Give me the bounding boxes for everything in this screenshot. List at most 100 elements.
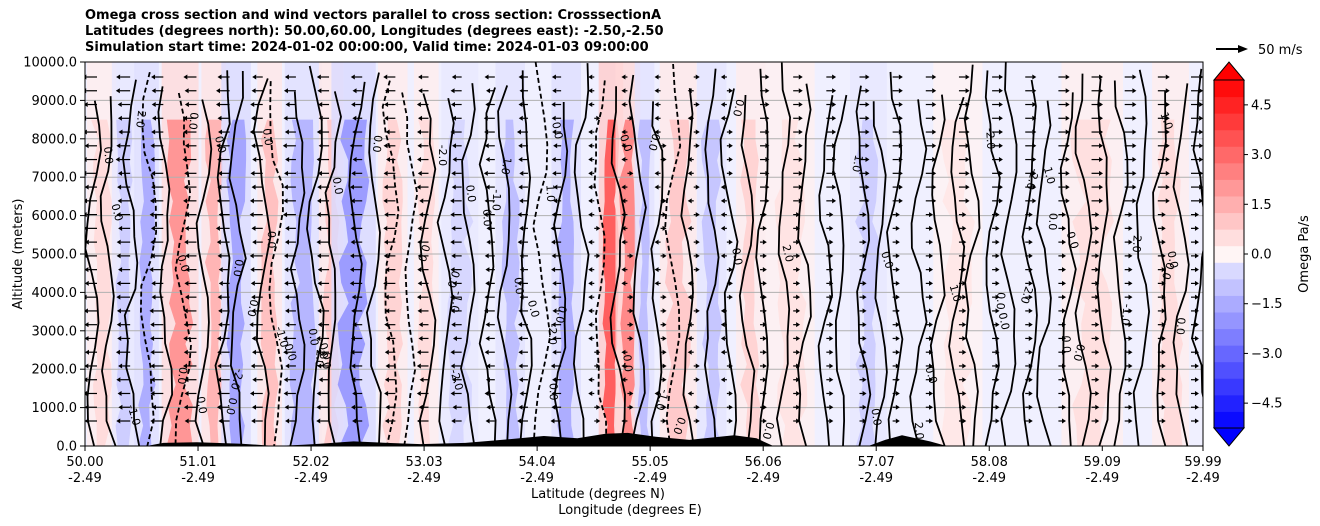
wind-vector-head [317, 280, 322, 286]
wind-vector-head [417, 267, 422, 273]
wind-vector-head [832, 170, 837, 176]
wind-vector-head [762, 322, 767, 328]
wind-vector-head [115, 157, 120, 163]
wind-vector-head [1028, 377, 1033, 383]
x-tick-label-lon: -2.49 [68, 471, 102, 486]
wind-vector-head [418, 322, 423, 328]
wind-vector-head [929, 212, 934, 218]
wind-vector-head [151, 170, 156, 176]
wind-vector-head [116, 377, 121, 383]
wind-vector-head [629, 404, 634, 410]
wind-vector-head [218, 322, 223, 328]
contour-label: 0.0 [1165, 250, 1181, 270]
wind-vector-head [85, 390, 88, 396]
wind-vector-head [417, 157, 422, 163]
wind-vector-head [798, 129, 803, 135]
wind-vector-head [251, 225, 256, 231]
wind-vector-head [662, 253, 667, 259]
wind-vector-head [416, 102, 421, 108]
wind-vector-head [629, 170, 634, 176]
wind-vector-head [588, 377, 593, 383]
wind-vector-head [832, 184, 837, 190]
x-tick-label-lon: -2.49 [520, 471, 554, 486]
wind-vector-head [349, 184, 354, 190]
wind-vector-head [1065, 102, 1070, 108]
y-tick-label: 0.0 [56, 440, 77, 455]
wind-vector-head [417, 225, 422, 231]
wind-vector-head [450, 198, 455, 204]
contour-line [1074, 73, 1093, 446]
contour-line [1112, 80, 1129, 446]
wind-vector-head [687, 349, 692, 355]
contour-line [519, 70, 533, 446]
wind-vector-head [451, 225, 456, 231]
wind-vector-head [416, 349, 421, 355]
omega-core [501, 119, 521, 446]
wind-vector-head [1032, 115, 1037, 121]
wind-vector-head [796, 225, 801, 231]
wind-vector-head [552, 170, 557, 176]
wind-vector-head [1194, 225, 1199, 231]
wind-vector-head [150, 390, 155, 396]
wind-vector-head [518, 322, 523, 328]
wind-vector-head [762, 225, 767, 231]
y-axis-ticks: 0.0 1000.0 2000.0 3000.0 4000.0 5000.0 6000.0 7… [23, 56, 85, 455]
wind-vector-head [1095, 308, 1100, 314]
y-tick-label: 8000.0 [32, 132, 78, 147]
wind-vector-head [317, 363, 322, 369]
wind-vector-head [621, 88, 626, 94]
contour-line [553, 101, 569, 446]
wind-vector-head [486, 239, 491, 245]
wind-vector-head [796, 280, 801, 286]
wind-vector-head [932, 143, 937, 149]
wind-vector-head [184, 294, 189, 300]
wind-vector-head [384, 102, 389, 108]
wind-vector-head [485, 418, 490, 424]
wind-vector-head [798, 102, 803, 108]
wind-vector-head [895, 225, 900, 231]
wind-vector-head [417, 308, 422, 314]
wind-vector-head [451, 418, 456, 424]
colorbar-band [1214, 146, 1244, 164]
wind-vector-head [829, 377, 834, 383]
colorbar-band [1214, 345, 1244, 363]
wind-vector-head [484, 74, 489, 80]
wind-vector-head [1165, 143, 1170, 149]
wind-vector-head [149, 267, 154, 273]
wind-vector-head [350, 253, 355, 259]
wind-vector-head [965, 74, 970, 80]
wind-vector-head [85, 267, 89, 273]
wind-vector-head [588, 74, 593, 80]
wind-vector-head [762, 294, 767, 300]
wind-vector-head [284, 170, 289, 176]
wind-vector-head [183, 198, 188, 204]
wind-vector-head [117, 102, 122, 108]
wind-vector-head [629, 390, 634, 396]
wind-vector-head [117, 184, 122, 190]
wind-vector-head [519, 170, 524, 176]
wind-vector-head [862, 280, 867, 286]
contour-line [1000, 62, 1018, 446]
contour-line [496, 85, 513, 446]
wind-vector-head [485, 335, 490, 341]
wind-vector-head [318, 115, 323, 121]
wind-vector-head [1199, 102, 1203, 108]
contour-label: 0.0 [260, 128, 275, 147]
wind-vector-head [596, 418, 601, 424]
wind-vector-head [588, 212, 593, 218]
wind-vector-head [995, 377, 1000, 383]
wind-vector-head [695, 308, 700, 314]
wind-vector-head [1065, 143, 1070, 149]
wind-vector-head [150, 418, 155, 424]
wind-vector-head [1028, 390, 1033, 396]
contour-label: 0.0 [212, 135, 229, 155]
wind-vector-head [720, 308, 725, 314]
y-tick-label: 4000.0 [32, 286, 78, 301]
wind-vector-head [417, 418, 422, 424]
wind-vector-head [452, 143, 457, 149]
wind-vector-head [118, 225, 123, 231]
wind-vector-head [284, 267, 289, 273]
wind-vector-head [517, 212, 522, 218]
wind-vector-head [383, 225, 388, 231]
wind-vector-head [695, 253, 700, 259]
